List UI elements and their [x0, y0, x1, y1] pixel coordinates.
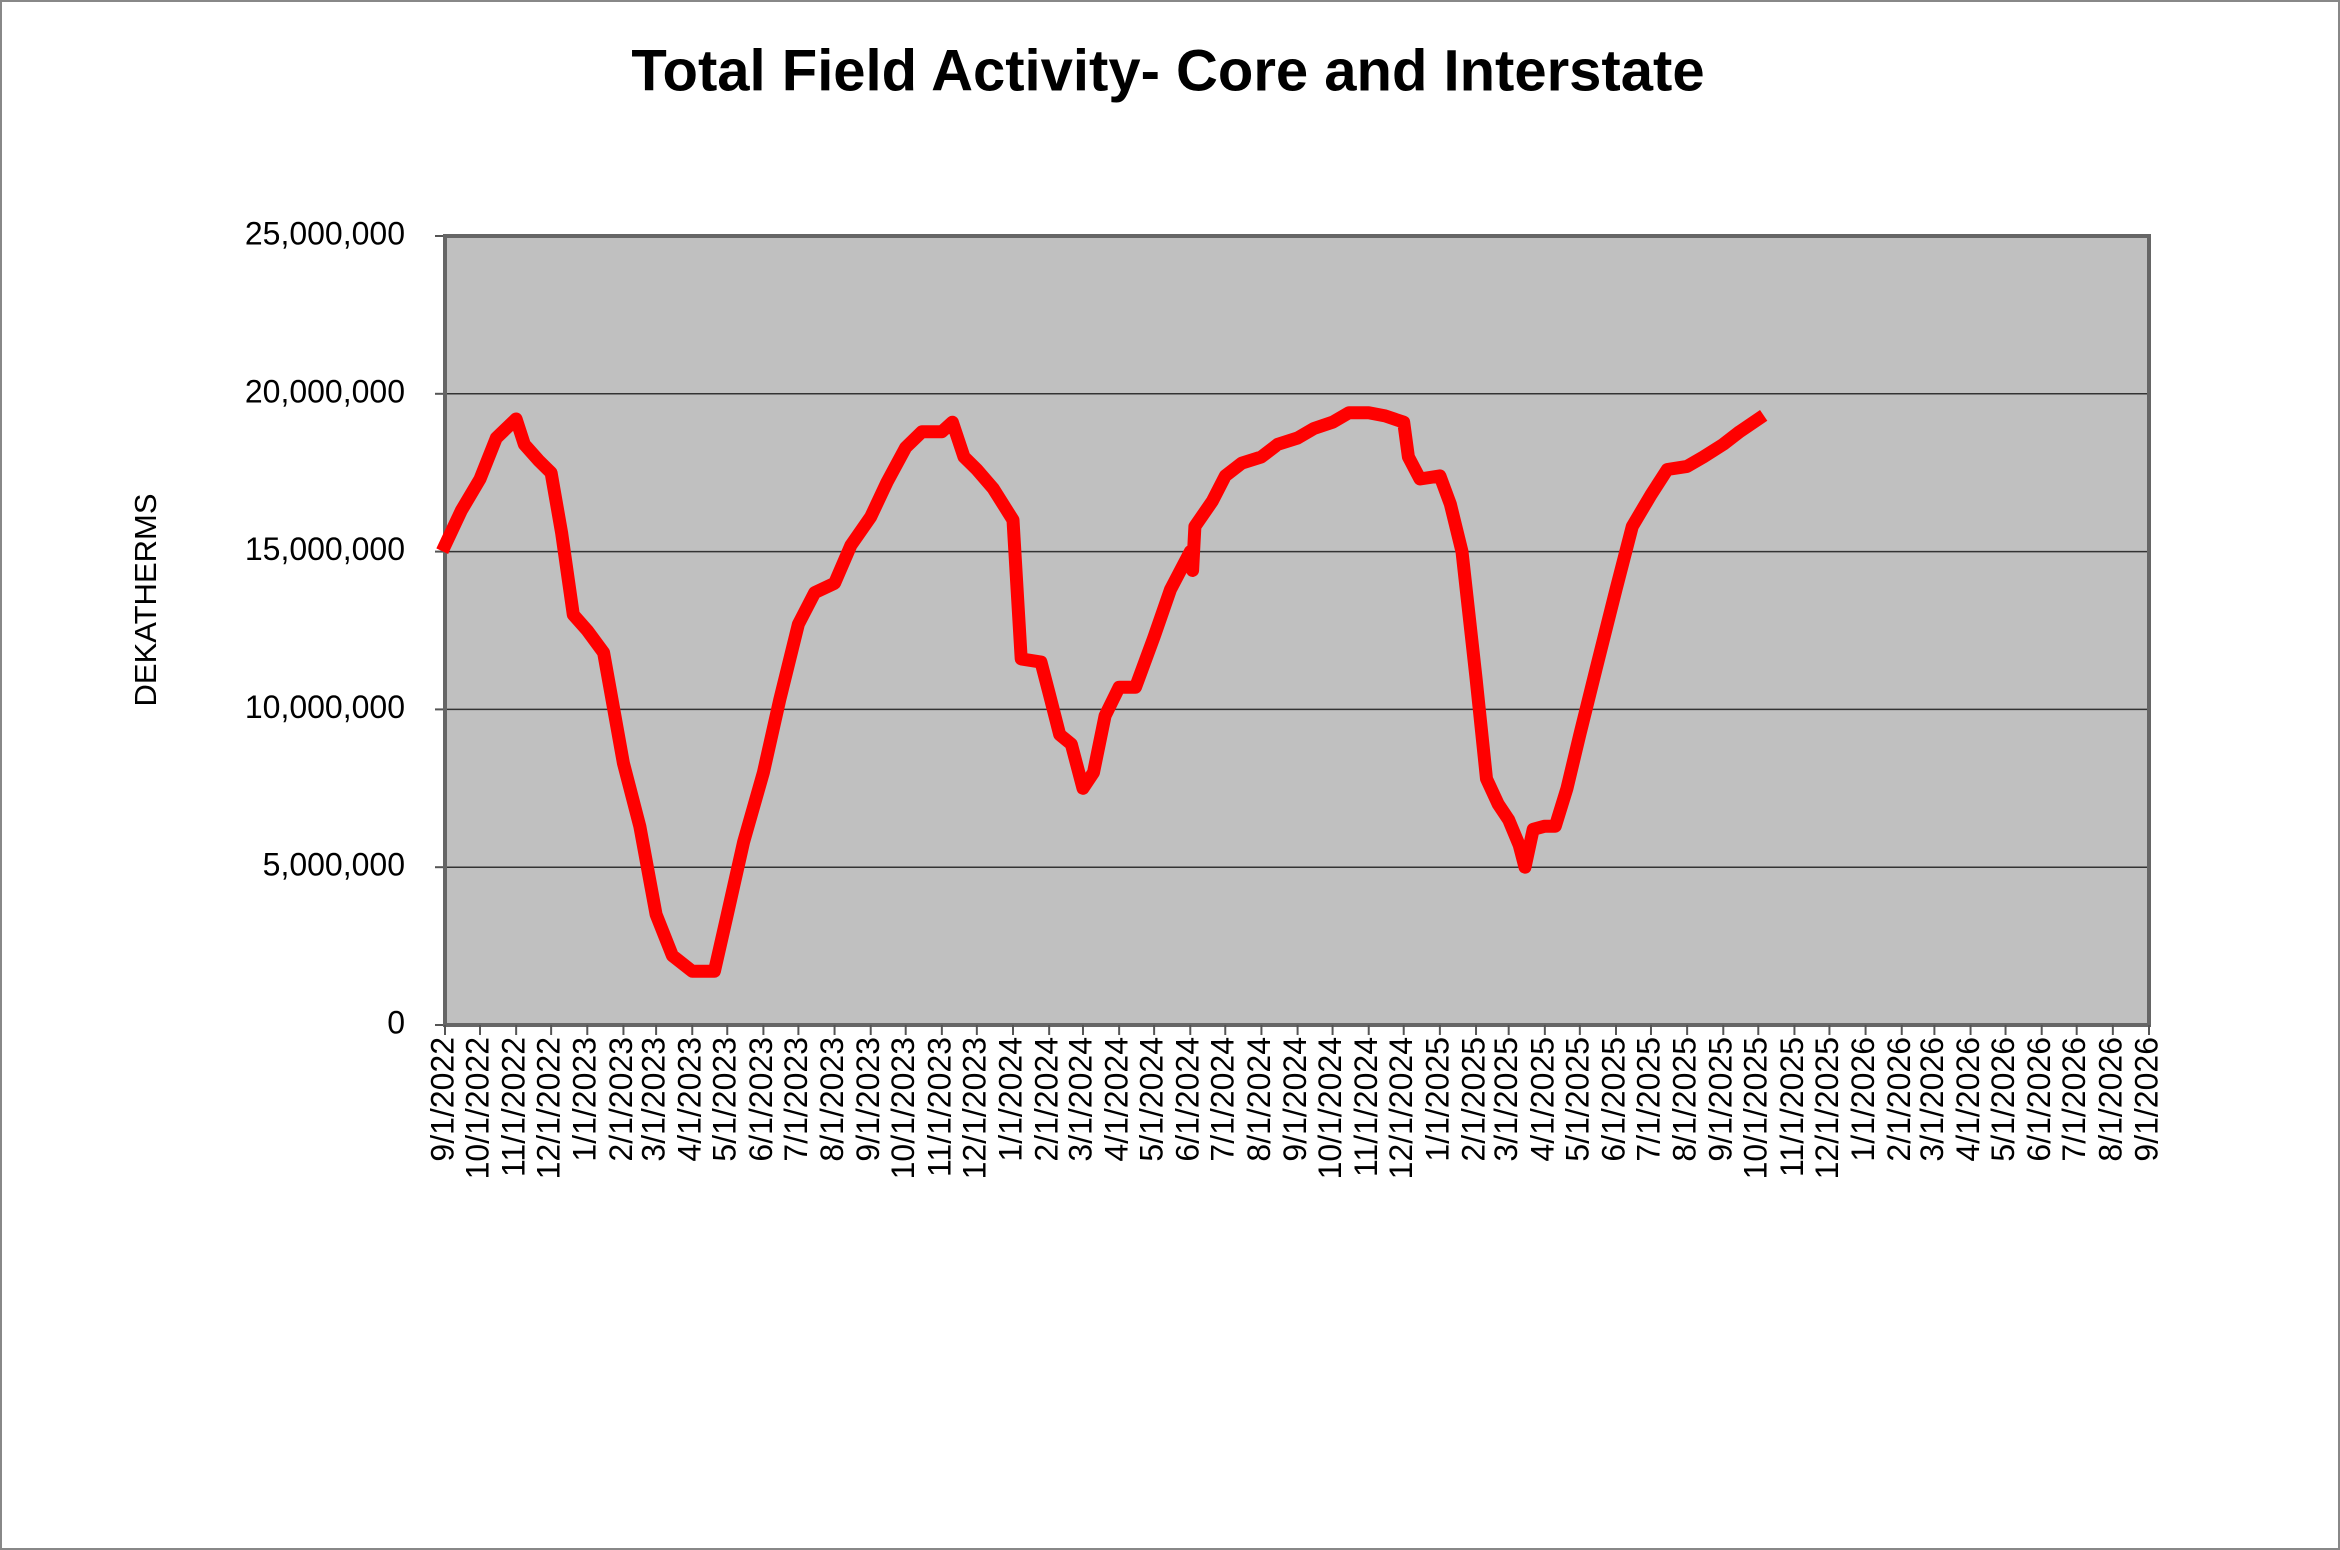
x-tick-label: 8/1/2025 [1667, 1037, 1703, 1162]
x-tick-label: 11/1/2022 [496, 1037, 532, 1177]
x-tick-label: 2/1/2023 [603, 1037, 639, 1162]
x-tick-label: 3/1/2026 [1914, 1037, 1950, 1162]
x-tick-label: 6/1/2026 [2021, 1037, 2057, 1162]
x-tick-label: 12/1/2023 [956, 1037, 992, 1179]
data-line [436, 406, 1768, 978]
x-tick-label: 6/1/2023 [743, 1037, 779, 1162]
x-tick-label: 4/1/2023 [672, 1037, 708, 1162]
x-tick-label: 1/1/2023 [567, 1037, 603, 1162]
x-tick-label: 5/1/2023 [707, 1037, 743, 1162]
x-tick-label: 5/1/2024 [1134, 1037, 1170, 1162]
x-tick-label: 8/1/2023 [814, 1037, 850, 1162]
x-tick-label: 12/1/2024 [1383, 1037, 1419, 1179]
x-tick-label: 12/1/2022 [531, 1037, 567, 1179]
x-tick-label: 3/1/2025 [1488, 1037, 1524, 1162]
x-tick-label: 9/1/2022 [424, 1037, 460, 1162]
x-tick-label: 10/1/2025 [1738, 1037, 1774, 1179]
x-tick-label: 7/1/2023 [778, 1037, 814, 1162]
x-tick-label: 2/1/2025 [1455, 1037, 1491, 1162]
x-tick-label: 9/1/2025 [1703, 1037, 1739, 1162]
y-tick-label: 0 [387, 1004, 405, 1040]
x-tick-label: 12/1/2025 [1809, 1037, 1845, 1179]
x-tick-label: 1/1/2025 [1419, 1037, 1455, 1162]
x-tick-label: 10/1/2022 [459, 1037, 495, 1179]
x-tick-label: 1/1/2024 [992, 1037, 1028, 1162]
x-tick-label: 4/1/2024 [1099, 1037, 1135, 1162]
x-tick-label: 3/1/2024 [1062, 1037, 1098, 1162]
x-tick-label: 3/1/2023 [636, 1037, 672, 1162]
y-tick-label: 10,000,000 [245, 689, 405, 725]
x-tick-label: 8/1/2026 [2092, 1037, 2128, 1162]
x-tick-label: 4/1/2026 [1950, 1037, 1986, 1162]
x-tick-label: 10/1/2023 [885, 1037, 921, 1179]
x-tick-label: 7/1/2026 [2056, 1037, 2092, 1162]
y-tick-label: 20,000,000 [245, 373, 405, 409]
y-tick-label: 25,000,000 [245, 215, 405, 251]
x-tick-label: 11/1/2023 [921, 1037, 957, 1177]
plot-area [445, 236, 2149, 1025]
x-tick-label: 9/1/2023 [850, 1037, 886, 1162]
y-tick-label: 5,000,000 [263, 847, 405, 883]
x-tick-label: 6/1/2024 [1170, 1037, 1206, 1162]
x-tick-label: 4/1/2025 [1524, 1037, 1560, 1162]
y-tick-label: 15,000,000 [245, 531, 405, 567]
x-tick-label: 2/1/2026 [1881, 1037, 1917, 1162]
x-tick-label: 8/1/2024 [1241, 1037, 1277, 1162]
y-axis-label: DEKATHERMS [128, 493, 163, 706]
x-tick-label: 5/1/2025 [1559, 1037, 1595, 1162]
x-tick-label: 11/1/2024 [1348, 1037, 1384, 1177]
x-tick-label: 2/1/2024 [1029, 1037, 1065, 1162]
x-tick-label: 7/1/2024 [1205, 1037, 1241, 1162]
x-tick-label: 7/1/2025 [1630, 1037, 1666, 1162]
chart-title: Total Field Activity- Core and Interstat… [631, 38, 1704, 103]
x-tick-label: 11/1/2025 [1774, 1037, 1810, 1177]
x-tick-label: 6/1/2025 [1595, 1037, 1631, 1162]
x-tick-label: 1/1/2026 [1845, 1037, 1881, 1162]
x-tick-label: 9/1/2026 [2128, 1037, 2164, 1162]
x-tick-label: 5/1/2026 [1985, 1037, 2021, 1162]
x-tick-label: 9/1/2024 [1277, 1037, 1313, 1162]
x-tick-label: 10/1/2024 [1312, 1037, 1348, 1179]
